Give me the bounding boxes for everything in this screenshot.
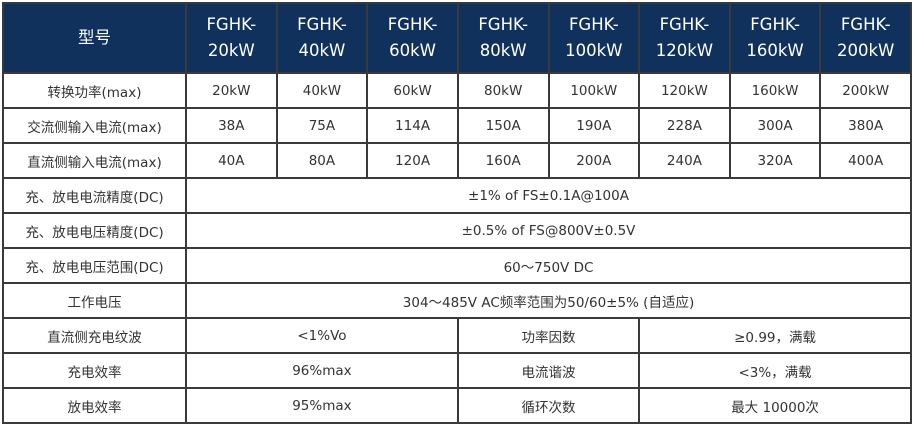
row-label: 工作电压 <box>2 282 187 319</box>
cell-value: 80kW <box>456 72 550 109</box>
cell-value: 400A <box>819 142 912 179</box>
row-label: 交流侧输入电流(max) <box>2 107 187 144</box>
cell-value: 20kW <box>185 72 278 109</box>
cell-value: 160A <box>456 142 550 179</box>
model-header: FGHK- 40kW <box>275 2 369 74</box>
row-label: 直流侧充电纹波 <box>2 317 187 354</box>
cell-value: 95%max <box>185 387 459 424</box>
cell-value: <3%，满载 <box>638 352 912 389</box>
cell-value: 160kW <box>728 72 822 109</box>
row-label: 充、放电电压范围(DC) <box>2 247 187 284</box>
row-label: 放电效率 <box>2 387 187 424</box>
row-label: 充、放电电压精度(DC) <box>2 212 187 249</box>
row-label: 直流侧输入电流(max) <box>2 142 187 179</box>
cell-value: 380A <box>819 107 912 144</box>
table-row: 充、放电电压范围(DC) 60～750V DC <box>2 247 912 284</box>
model-header: FGHK- 80kW <box>456 2 550 74</box>
model-header: FGHK- 160kW <box>728 2 822 74</box>
cell-value: 320A <box>728 142 822 179</box>
cell-value: 300A <box>728 107 822 144</box>
cell-value: 40A <box>185 142 278 179</box>
cell-value: 40kW <box>275 72 369 109</box>
table-row: 放电效率 95%max 循环次数 最大 10000次 <box>2 387 912 424</box>
cell-value: 150A <box>456 107 550 144</box>
cell-value: 190A <box>547 107 641 144</box>
model-header: FGHK- 100kW <box>547 2 641 74</box>
table-row: 充电效率 96%max 电流谐波 <3%，满载 <box>2 352 912 389</box>
cell-value: 240A <box>638 142 731 179</box>
row-label: 电流谐波 <box>456 352 641 389</box>
header-label: 型号 <box>2 2 187 74</box>
cell-value: 228A <box>638 107 731 144</box>
table-row: 充、放电电压精度(DC) ±0.5% of FS@800V±0.5V <box>2 212 912 249</box>
row-label: 转换功率(max) <box>2 72 187 109</box>
cell-value: 114A <box>366 107 459 144</box>
cell-value: 120kW <box>638 72 731 109</box>
model-header: FGHK- 60kW <box>366 2 459 74</box>
cell-value: ±0.5% of FS@800V±0.5V <box>185 212 912 249</box>
cell-value: 304～485V AC频率范围为50/60±5% (自适应) <box>185 282 912 319</box>
cell-value: 38A <box>185 107 278 144</box>
cell-value: 75A <box>275 107 369 144</box>
model-header: FGHK- 20kW <box>185 2 278 74</box>
cell-value: 120A <box>366 142 459 179</box>
cell-value: ≥0.99，满载 <box>638 317 912 354</box>
header-row: 型号 FGHK- 20kW FGHK- 40kW FGHK- 60kW FGHK- 80… <box>2 2 912 74</box>
table-row: 直流侧输入电流(max) 40A 80A 120A 160A 200A 240A 320A 40… <box>2 142 912 179</box>
row-label: 循环次数 <box>456 387 641 424</box>
cell-value: 200A <box>547 142 641 179</box>
cell-value: <1%Vo <box>185 317 459 354</box>
cell-value: 60kW <box>366 72 459 109</box>
table-row: 转换功率(max) 20kW 40kW 60kW 80kW 100kW 120kW 160kW… <box>2 72 912 109</box>
model-header: FGHK- 120kW <box>638 2 731 74</box>
cell-value: 100kW <box>547 72 641 109</box>
cell-value: 60～750V DC <box>185 247 912 284</box>
cell-value: ±1% of FS±0.1A@100A <box>185 177 912 214</box>
cell-value: 96%max <box>185 352 459 389</box>
table-row: 直流侧充电纹波 <1%Vo 功率因数 ≥0.99，满载 <box>2 317 912 354</box>
cell-value: 最大 10000次 <box>638 387 912 424</box>
row-label: 充、放电电流精度(DC) <box>2 177 187 214</box>
model-header: FGHK- 200kW <box>819 2 912 74</box>
cell-value: 200kW <box>819 72 912 109</box>
row-label: 功率因数 <box>456 317 641 354</box>
table-row: 交流侧输入电流(max) 38A 75A 114A 150A 190A 228A 300A 38… <box>2 107 912 144</box>
table-row: 充、放电电流精度(DC) ±1% of FS±0.1A@100A <box>2 177 912 214</box>
table-row: 工作电压 304～485V AC频率范围为50/60±5% (自适应) <box>2 282 912 319</box>
row-label: 充电效率 <box>2 352 187 389</box>
cell-value: 80A <box>275 142 369 179</box>
